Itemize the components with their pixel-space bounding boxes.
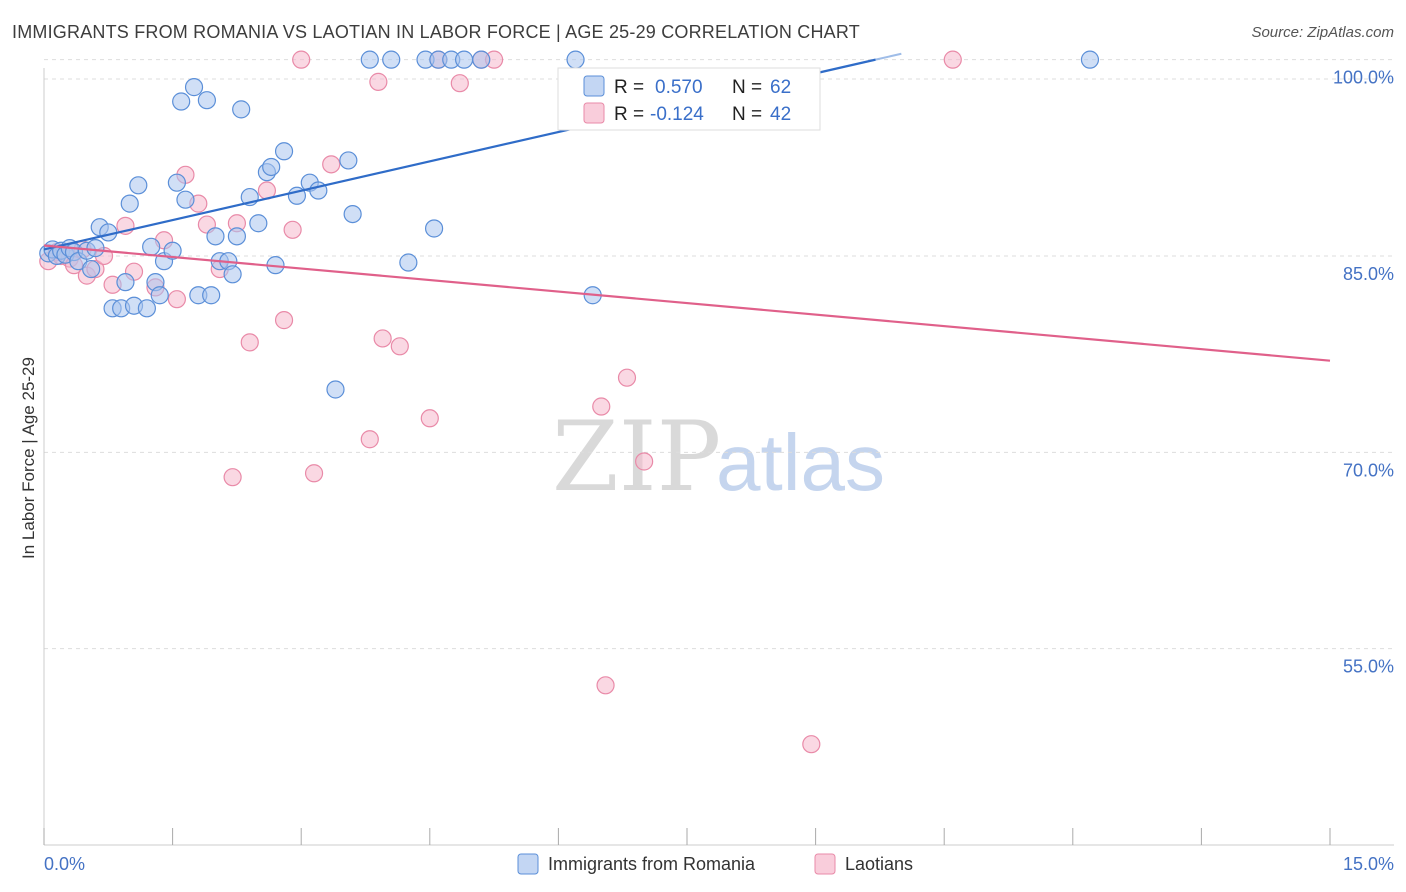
correlation-legend: R = 0.570 N = 62 R = -0.124 N = 42 [557,67,821,131]
romania-point-52 [399,253,418,272]
romania-point-18 [129,176,148,195]
romania-trend-extension [875,52,902,61]
laotians-point-24 [283,220,302,239]
laotians-point-29 [369,72,388,91]
y-tick-label-1: 85.0% [1343,264,1394,284]
romania-point-16 [120,194,139,213]
watermark-atlas: atlas [716,418,885,507]
series-label-laotians: Laotians [845,854,913,874]
romania-point-41 [262,157,281,177]
laotians-point-40 [596,676,615,695]
series-swatch-romania [517,853,539,875]
x-tick-label-max: 15.0% [1343,854,1394,874]
romania-point-31 [202,286,221,305]
romania-point-43 [274,142,294,161]
romania-point-28 [184,78,204,97]
series-swatch-laotians [814,853,836,875]
romania-point-50 [360,50,379,69]
romania-point-24 [163,241,182,260]
y-axis-tick-labels: 100.0% 85.0% 70.0% 55.0% [1333,68,1394,677]
romania-point-15 [116,273,135,292]
romania-point-10 [86,239,105,258]
romania-point-61 [1080,50,1100,69]
legend-r-label-1: R = [614,77,644,98]
laotians-point-31 [390,337,409,356]
laotians-point-27 [322,155,341,174]
romania-point-25 [167,173,186,192]
laotians-point-38 [617,368,637,387]
x-tick-label-min: 0.0% [44,854,85,874]
source-credit: Source: ZipAtlas.com [1251,24,1394,41]
romania-point-59 [566,50,585,69]
laotians-point-14 [167,290,186,309]
y-tick-label-0: 100.0% [1333,68,1394,88]
laotians-point-28 [360,430,379,449]
romania-point-35 [223,265,242,284]
romania-point-39 [249,214,268,233]
romania-point-20 [142,237,161,256]
romania-point-58 [472,50,491,69]
legend-n-label-2: N = [732,104,762,125]
laotians-point-32 [420,409,439,428]
laotians-point-37 [592,397,611,416]
romania-point-19 [137,299,156,318]
legend-r-label-2: R = [614,104,644,125]
y-tick-label-3: 55.0% [1343,657,1394,677]
legend-swatch-blue [583,75,605,97]
laotians-point-25 [292,50,311,69]
laotians-trend-line [43,244,1331,362]
gridlines [44,59,1394,650]
legend-swatch-pink [583,102,605,124]
romania-point-37 [232,100,251,119]
chart-title: IMMIGRANTS FROM ROMANIA VS LAOTIAN IN LA… [12,22,860,42]
romania-point-48 [339,151,358,170]
romania-point-36 [227,227,246,246]
romania-point-32 [206,227,225,246]
y-axis-label: In Labor Force | Age 25-29 [19,357,38,559]
romania-point-54 [424,219,444,238]
laotians-point-30 [373,329,392,348]
romania-point-30 [197,91,216,110]
laotians-point-26 [304,464,324,483]
legend-n-value-1: 62 [770,77,791,98]
y-tick-label-2: 70.0% [1343,460,1394,480]
romania-point-22 [150,286,169,305]
laotians-point-42 [943,50,962,69]
laotians-point-34 [450,74,469,93]
laotians-point-23 [274,311,294,330]
romania-point-49 [343,204,362,224]
legend-n-label-1: N = [732,77,762,98]
romania-point-47 [326,380,345,399]
laotians-point-41 [802,735,821,754]
axes [43,68,1394,846]
romania-point-26 [172,92,191,111]
laotians-point-21 [240,333,259,352]
x-axis-ticks [43,828,1331,845]
legend-n-value-2: 42 [770,104,791,125]
romania-point-9 [82,259,101,279]
romania-point-51 [382,50,401,69]
series-legend: Immigrants from Romania Laotians [517,853,913,875]
laotians-points [39,50,962,754]
legend-r-value-2: -0.124 [650,104,704,125]
legend-r-value-1: 0.570 [655,77,703,98]
laotians-point-19 [223,468,242,487]
romania-point-27 [176,190,195,209]
series-label-romania: Immigrants from Romania [548,854,756,874]
romania-point-57 [454,50,474,69]
laotians-point-39 [635,452,654,471]
